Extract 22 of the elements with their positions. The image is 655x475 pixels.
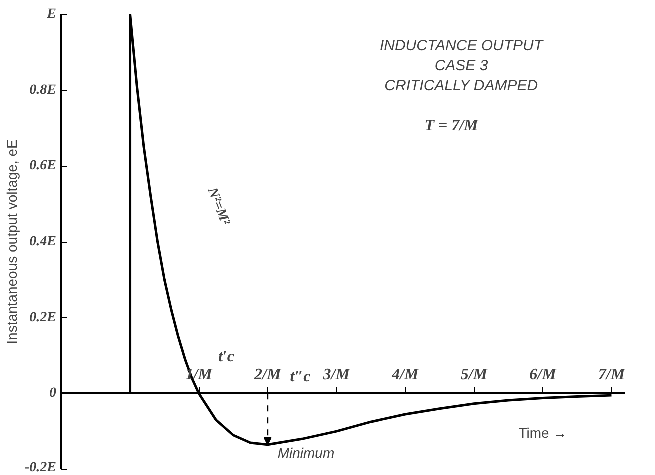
y-tick-label: 0.4E	[30, 234, 57, 250]
y-tick-label: 0.6E	[30, 158, 57, 174]
y-tick-label: 0.2E	[30, 310, 57, 326]
text: CASE 3 CRITICALLY DAMPED	[384, 58, 538, 94]
x-axis-title: Time →	[518, 425, 568, 442]
y-tick-label: 0	[50, 386, 56, 402]
annotation: t″c	[290, 368, 311, 386]
x-tick-label: 4/M	[391, 366, 420, 384]
y-tick-label: -0.2E	[25, 460, 56, 475]
x-tick-label: 3/M	[322, 366, 351, 384]
annotation: N²=M²	[204, 184, 233, 228]
y-tick-label: 0.8E	[30, 82, 57, 98]
x-tick-label: 2/M	[254, 366, 282, 384]
x-tick-label: 6/M	[530, 366, 558, 384]
x-tick-label: 5/M	[460, 366, 488, 384]
annotation: t′c	[218, 348, 235, 366]
x-tick-label: 7/M	[598, 366, 626, 384]
text: INDUCTANCE OUTPUT	[380, 38, 545, 54]
y-tick-label: E	[46, 7, 57, 22]
y-axis-title: Instantaneous output voltage, eE	[4, 140, 20, 344]
annotation: Minimum	[278, 444, 335, 461]
annotation: T = 7/M	[424, 118, 480, 134]
